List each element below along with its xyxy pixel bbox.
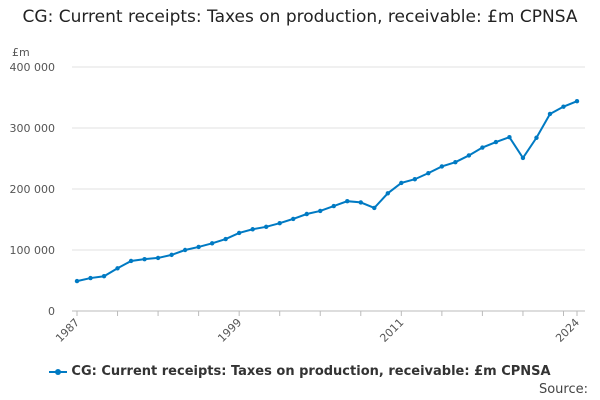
data-point xyxy=(547,111,553,117)
data-point xyxy=(534,135,539,140)
y-axis-label: £m xyxy=(12,46,30,59)
data-point xyxy=(250,227,255,232)
legend: CG: Current receipts: Taxes on productio… xyxy=(0,364,600,379)
data-point xyxy=(426,170,431,176)
data-point xyxy=(318,208,323,214)
y-tick-label: 200 000 xyxy=(10,183,56,196)
data-point xyxy=(574,98,580,104)
legend-label: CG: Current receipts: Taxes on productio… xyxy=(71,364,551,379)
chart-title: CG: Current receipts: Taxes on productio… xyxy=(22,7,578,27)
data-point xyxy=(331,203,336,209)
data-point xyxy=(372,205,377,211)
data-point xyxy=(182,247,188,253)
data-point xyxy=(385,191,391,196)
y-tick-label: 0 xyxy=(48,305,55,318)
data-point xyxy=(128,258,134,264)
data-point xyxy=(142,256,147,262)
data-point xyxy=(74,278,80,284)
data-point xyxy=(209,241,215,246)
data-point xyxy=(358,200,363,205)
source-label: Source: xyxy=(538,382,588,397)
data-point xyxy=(453,159,458,165)
x-tick-label: 1987 xyxy=(53,316,82,345)
data-point xyxy=(480,145,485,150)
data-point xyxy=(277,220,282,226)
data-point xyxy=(196,244,201,250)
data-point xyxy=(520,155,526,161)
data-point xyxy=(263,224,269,230)
data-point xyxy=(304,211,309,217)
y-tick-label: 100 000 xyxy=(10,244,56,257)
data-point xyxy=(115,266,120,271)
x-tick-label: 2011 xyxy=(377,316,406,345)
data-point xyxy=(101,274,107,279)
data-point xyxy=(223,236,228,242)
x-tick-label: 2024 xyxy=(553,316,582,345)
data-point xyxy=(88,275,93,281)
data-point xyxy=(439,164,445,169)
data-point xyxy=(412,177,418,182)
data-point xyxy=(493,139,499,145)
series-line xyxy=(76,100,578,283)
y-tick-label: 300 000 xyxy=(10,122,56,135)
data-point xyxy=(169,252,174,258)
data-point xyxy=(155,255,161,261)
data-point xyxy=(291,216,296,222)
y-tick-label: 400 000 xyxy=(10,61,56,74)
data-point xyxy=(236,230,242,236)
data-point xyxy=(345,199,350,204)
data-point xyxy=(561,104,566,109)
x-tick-label: 1999 xyxy=(215,316,244,345)
data-point xyxy=(466,153,472,158)
data-point xyxy=(399,180,404,186)
legend-swatch xyxy=(49,368,68,375)
data-point xyxy=(507,134,512,140)
